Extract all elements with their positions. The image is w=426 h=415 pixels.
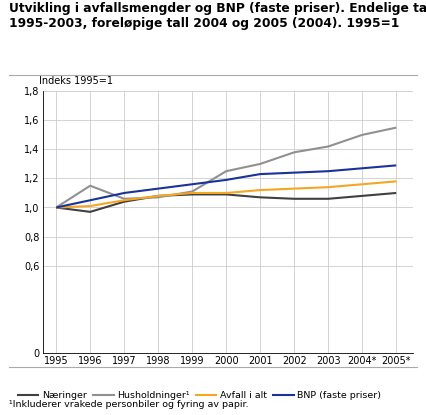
- Text: Utvikling i avfallsmengder og BNP (faste priser). Endelige tall
1995-2003, forel: Utvikling i avfallsmengder og BNP (faste…: [9, 2, 426, 30]
- Legend: Næringer, Husholdninger¹, Avfall i alt, BNP (faste priser): Næringer, Husholdninger¹, Avfall i alt, …: [17, 391, 381, 400]
- Text: Indeks 1995=1: Indeks 1995=1: [39, 76, 113, 86]
- Text: ¹Inkluderer vrakede personbiler og fyring av papir.: ¹Inkluderer vrakede personbiler og fyrin…: [9, 400, 248, 409]
